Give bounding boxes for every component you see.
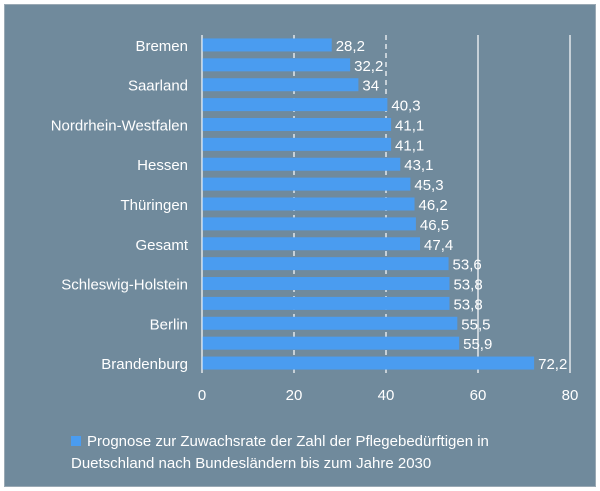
- y-category-label: Bremen: [135, 38, 188, 55]
- bar-value-label: 43,1: [404, 157, 433, 174]
- bar: [202, 78, 359, 92]
- y-category-label: Schleswig-Holstein: [61, 277, 188, 294]
- bar: [202, 316, 458, 330]
- y-category-label: Saarland: [128, 78, 188, 95]
- bar-value-label: 32,2: [354, 58, 383, 75]
- legend-swatch: [71, 436, 81, 446]
- bar-value-label: 34: [362, 78, 379, 95]
- chart-frame: 0 20 40 60 80 28,2 Bremen 32,2 34 Saarland 40,3 41,…: [4, 4, 596, 487]
- bar-value-label: 41,1: [395, 117, 424, 134]
- x-tick-label: 80: [562, 387, 579, 404]
- bar: [202, 356, 535, 370]
- bar-value-label: 45,3: [414, 177, 443, 194]
- bar-value-label: 46,5: [420, 217, 449, 234]
- bar-value-label: 53,8: [453, 296, 482, 313]
- bar: [202, 177, 411, 191]
- bar: [202, 157, 401, 171]
- bar: [202, 257, 449, 271]
- bar-value-label: 47,4: [424, 237, 453, 254]
- legend-line-1: Prognose zur Zuwachsrate der Zahl der Pf…: [87, 433, 489, 450]
- bar-value-label: 40,3: [391, 98, 420, 115]
- legend: Prognose zur Zuwachsrate der Zahl der Pf…: [71, 431, 571, 475]
- y-category-label: Berlin: [150, 316, 188, 333]
- y-category-label: Gesamt: [135, 237, 188, 254]
- y-category-label: Thüringen: [120, 197, 188, 214]
- legend-line-2: Duetschland nach Bundesländern bis zum J…: [71, 455, 432, 472]
- bar: [202, 58, 351, 72]
- bar-value-label: 53,6: [453, 257, 482, 274]
- bar-chart: 0 20 40 60 80 28,2 Bremen 32,2 34 Saarland 40,3 41,…: [51, 35, 579, 404]
- bar-value-label: 41,1: [395, 137, 424, 154]
- bar: [202, 217, 416, 231]
- bar: [202, 197, 415, 211]
- x-tick-label: 0: [198, 387, 206, 404]
- bar-value-label: 55,9: [463, 336, 492, 353]
- bar-value-label: 28,2: [336, 38, 365, 55]
- y-category-label: Nordrhein-Westfalen: [51, 117, 188, 134]
- y-category-label: Brandenburg: [101, 356, 188, 373]
- bar: [202, 38, 332, 52]
- bar-value-label: 53,8: [453, 277, 482, 294]
- x-tick-label: 20: [286, 387, 303, 404]
- bar: [202, 237, 421, 251]
- bar-value-label: 55,5: [461, 316, 490, 333]
- y-category-label: Hessen: [137, 157, 188, 174]
- x-tick-label: 40: [378, 387, 395, 404]
- legend-entry: Prognose zur Zuwachsrate der Zahl der Pf…: [71, 431, 571, 453]
- bar: [202, 98, 388, 112]
- bar-value-label: 46,2: [419, 197, 448, 214]
- bar: [202, 137, 392, 151]
- bar: [202, 296, 450, 310]
- bar: [202, 117, 392, 131]
- bar: [202, 277, 450, 291]
- x-tick-label: 60: [470, 387, 487, 404]
- bar-value-label: 72,2: [538, 356, 567, 373]
- bar: [202, 336, 460, 350]
